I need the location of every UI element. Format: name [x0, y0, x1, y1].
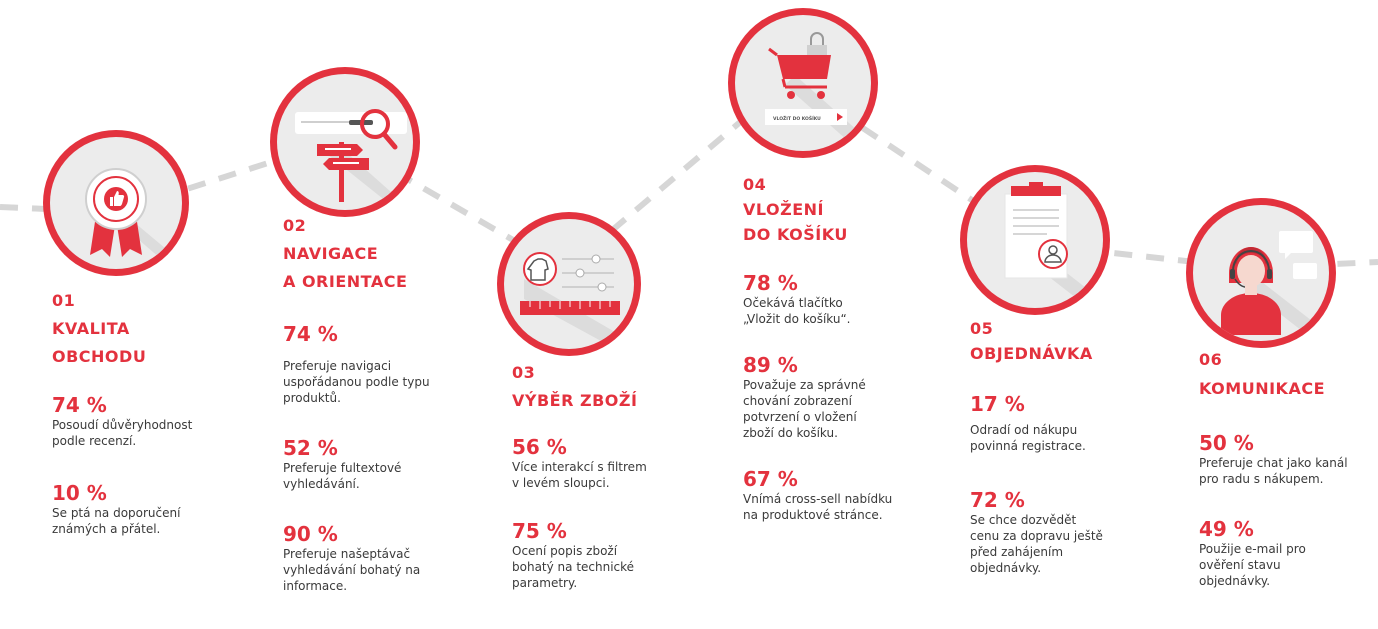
step-title: OBCHODU	[52, 347, 147, 366]
stat-desc: Se ptá na doporučení	[52, 506, 181, 520]
stat-value: 56 %	[512, 435, 567, 459]
stat-desc: Více interakcí s filtrem	[512, 460, 647, 474]
stat-value: 74 %	[283, 322, 338, 346]
stat-value: 74 %	[52, 393, 107, 417]
filter-sliders-icon	[520, 252, 634, 349]
stat-desc: Preferuje našeptávač	[283, 547, 411, 561]
stat-desc: Posoudí důvěryhodnost	[52, 418, 193, 432]
step-3-circle	[497, 212, 641, 356]
step-title: NAVIGACE	[283, 244, 379, 263]
stat-desc: známých a přátel.	[52, 522, 161, 536]
search-signpost-icon	[295, 109, 412, 210]
step-4-circle: VLOŽIT DO KOŠÍKU	[728, 8, 878, 158]
stat-desc: objednávky.	[1199, 574, 1271, 588]
stat-desc: uspořádanou podle typu	[283, 375, 430, 389]
stat-value: 10 %	[52, 481, 107, 505]
step-6-circle	[1186, 198, 1336, 348]
stat-desc: Se chce dozvědět	[970, 513, 1077, 527]
step-title: OBJEDNÁVKA	[970, 344, 1093, 363]
stat-desc: ověření stavu	[1199, 558, 1281, 572]
step-title: DO KOŠÍKU	[743, 225, 848, 244]
stat-desc: Vnímá cross-sell nabídku	[743, 492, 893, 506]
step-number: 04	[743, 175, 767, 194]
stat-value: 78 %	[743, 271, 798, 295]
step-1-circle	[43, 130, 189, 276]
stat-desc: Očekává tlačítko	[743, 296, 843, 310]
stat-desc: na produktové stránce.	[743, 508, 883, 522]
step-title: VÝBĚR ZBOŽÍ	[512, 391, 638, 410]
stat-desc: Použije e-mail pro	[1199, 542, 1306, 556]
stat-desc: cenu za dopravu ještě	[970, 529, 1103, 543]
stat-desc: povinná registrace.	[970, 439, 1086, 453]
step-number: 01	[52, 291, 76, 310]
stat-desc: „Vložit do košíku“.	[743, 312, 851, 326]
stat-desc: podle recenzí.	[52, 434, 137, 448]
stat-value: 72 %	[970, 488, 1025, 512]
stat-value: 52 %	[283, 436, 338, 460]
step-3: 03 VÝBĚR ZBOŽÍ 56 % Více interakcí s fil…	[512, 360, 712, 591]
stat-desc: Preferuje fultextové	[283, 461, 402, 475]
shopping-cart-icon	[765, 32, 871, 151]
support-agent-icon	[1221, 231, 1329, 341]
stat-desc: zboží do košíku.	[743, 426, 838, 440]
stat-desc: Ocení popis zboží	[512, 544, 618, 558]
stat-desc: Preferuje chat jako kanál	[1199, 456, 1348, 470]
step-5-circle	[960, 165, 1110, 315]
step-title: KOMUNIKACE	[1199, 379, 1325, 398]
step-title: VLOŽENÍ	[743, 200, 824, 219]
step-number: 03	[512, 363, 536, 382]
stat-desc: bohatý na technické	[512, 560, 635, 574]
stat-desc: před zahájením	[970, 545, 1064, 559]
add-to-cart-button-illustration: VLOŽIT DO KOŠÍKU	[773, 117, 821, 122]
stat-value: 67 %	[743, 467, 798, 491]
step-title: KVALITA	[52, 319, 130, 338]
stat-desc: vyhledávání bohatý na	[283, 563, 421, 577]
stat-desc: parametry.	[512, 576, 578, 590]
stat-desc: Považuje za správné	[743, 378, 866, 392]
stat-desc: chování zobrazení	[743, 394, 852, 408]
stat-desc: objednávky.	[970, 561, 1042, 575]
stat-value: 89 %	[743, 353, 798, 377]
stat-value: 90 %	[283, 522, 338, 546]
stat-desc: Preferuje navigaci	[283, 359, 392, 373]
stat-value: 75 %	[512, 519, 567, 543]
stat-desc: informace.	[283, 579, 348, 593]
step-5: 05 OBJEDNÁVKA 17 % Odradí od nákupu povi…	[970, 316, 1170, 576]
step-number: 06	[1199, 350, 1223, 369]
step-2-circle	[270, 67, 420, 217]
stat-desc: Odradí od nákupu	[970, 423, 1078, 437]
stat-desc: potvrzení o vložení	[743, 410, 857, 424]
stat-desc: v levém sloupci.	[512, 476, 610, 490]
step-1: 01 KVALITA OBCHODU 74 % Posoudí důvěryho…	[52, 288, 242, 537]
stat-value: 17 %	[970, 392, 1025, 416]
step-number: 05	[970, 319, 994, 338]
clipboard-user-icon	[1004, 182, 1103, 308]
stat-value: 50 %	[1199, 431, 1254, 455]
stat-desc: vyhledávání.	[283, 477, 360, 491]
step-4: 04 VLOŽENÍ DO KOŠÍKU 78 % Očekává tlačít…	[743, 172, 943, 523]
step-title: A ORIENTACE	[283, 272, 408, 291]
stat-value: 49 %	[1199, 517, 1254, 541]
award-ribbon-icon	[85, 168, 182, 269]
stat-desc: pro radu s nákupem.	[1199, 472, 1324, 486]
step-2: 02 NAVIGACE A ORIENTACE 74 % Preferuje n…	[283, 213, 483, 594]
step-6: 06 KOMUNIKACE 50 % Preferuje chat jako k…	[1199, 347, 1374, 589]
step-number: 02	[283, 216, 307, 235]
stat-desc: produktů.	[283, 391, 341, 405]
